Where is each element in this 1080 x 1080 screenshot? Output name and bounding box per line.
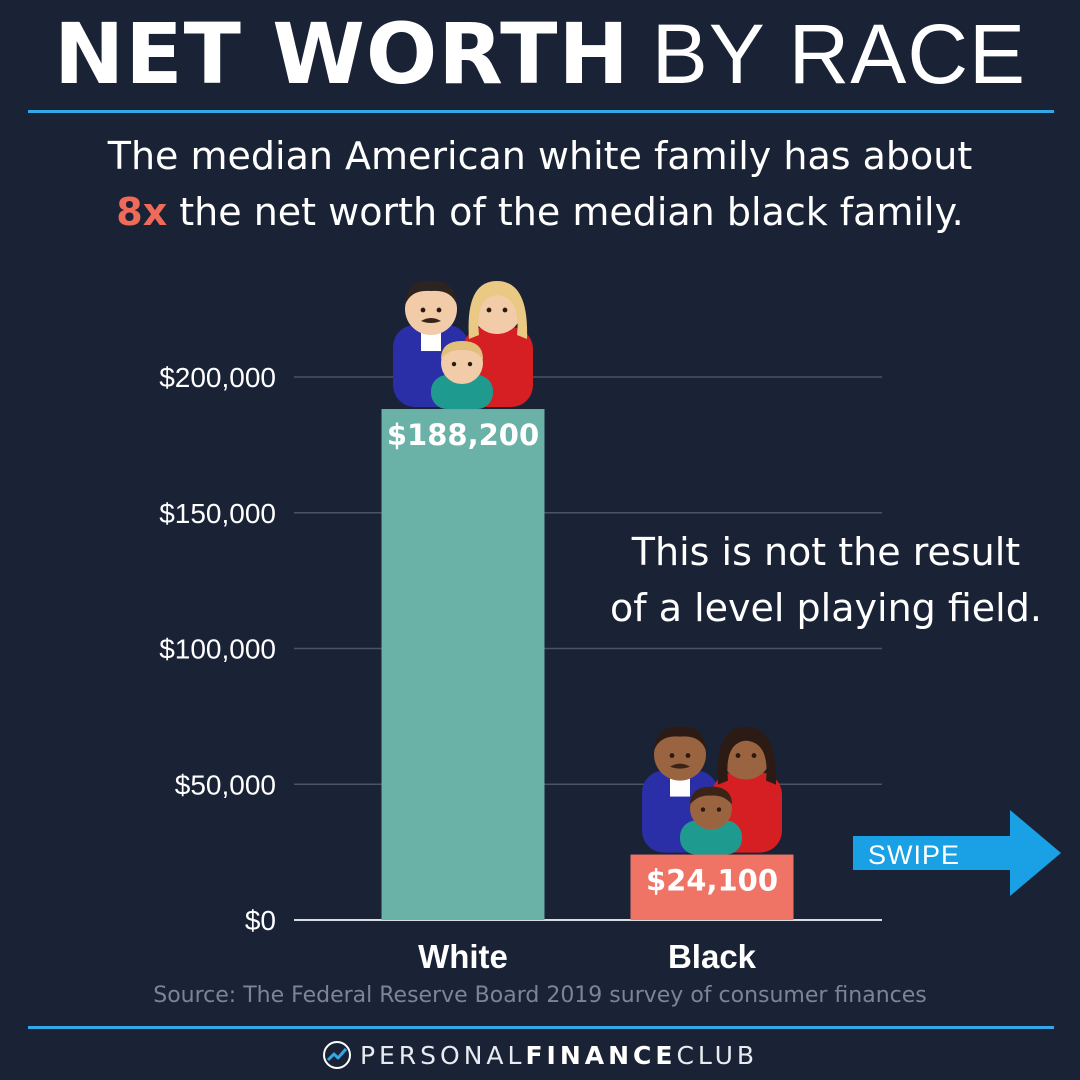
- top-divider: [28, 110, 1054, 113]
- bar-black: [630, 854, 794, 920]
- y-tick-label: $50,000: [175, 769, 276, 800]
- y-tick-label: $150,000: [159, 498, 276, 529]
- brand-personal: PERSONAL: [359, 1040, 526, 1070]
- y-tick-label: $200,000: [159, 362, 276, 393]
- x-category-label: Black: [668, 938, 757, 975]
- subtitle-line-2-text: the net worth of the median black family…: [167, 190, 964, 234]
- subtitle-line-2: 8x the net worth of the median black fam…: [0, 184, 1080, 240]
- source-citation: Source: The Federal Reserve Board 2019 s…: [153, 983, 927, 1008]
- title-light: BY RACE: [651, 7, 1027, 101]
- swipe-label[interactable]: SWIPE: [868, 840, 961, 870]
- y-tick-label: $0: [245, 905, 276, 936]
- bar-white: [381, 409, 545, 920]
- brand-club: CLUB: [676, 1040, 759, 1070]
- y-tick-label: $100,000: [159, 634, 276, 665]
- black-family-icon: [642, 726, 782, 855]
- annotation-line-1: This is not the result: [631, 530, 1021, 574]
- title-bold: NET WORTH: [53, 5, 630, 103]
- swipe-arrow-icon[interactable]: [853, 808, 1065, 898]
- subtitle-line-1: The median American white family has abo…: [107, 134, 973, 178]
- bottom-divider: [28, 1026, 1054, 1029]
- bar-value-label: $188,200: [387, 418, 539, 452]
- x-category-label: White: [418, 938, 508, 975]
- brand-logo-icon: [322, 1041, 351, 1069]
- multiplier-highlight: 8x: [116, 190, 168, 234]
- brand-footer: PERSONAL FINANCE CLUB: [0, 1038, 1080, 1072]
- page-title: NET WORTH BY RACE: [0, 2, 1080, 106]
- annotation-line-2: of a level playing field.: [610, 586, 1042, 630]
- bar-value-label: $24,100: [646, 864, 778, 898]
- brand-finance: FINANCE: [525, 1040, 677, 1070]
- white-family-icon: [393, 280, 533, 410]
